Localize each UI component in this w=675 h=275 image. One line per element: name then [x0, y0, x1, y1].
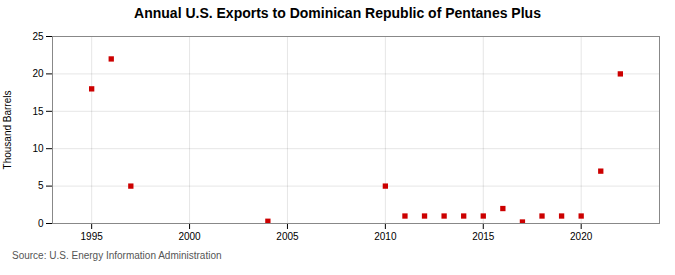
svg-text:2000: 2000 — [178, 231, 201, 242]
svg-text:Thousand Barrels: Thousand Barrels — [2, 91, 13, 170]
svg-text:2005: 2005 — [276, 231, 299, 242]
svg-text:2010: 2010 — [374, 231, 397, 242]
svg-text:10: 10 — [32, 143, 44, 154]
html-text:Source: U.S. Energy Informatio: Source: U.S. Energy Information Administ… — [12, 250, 222, 261]
svg-text:20: 20 — [32, 68, 44, 79]
svg-text:2020: 2020 — [570, 231, 593, 242]
svg-text:25: 25 — [32, 31, 44, 42]
svg-text:2015: 2015 — [472, 231, 495, 242]
html-text:Annual U.S. Exports to Dominic: Annual U.S. Exports to Dominican Republi… — [134, 5, 541, 21]
svg-text:15: 15 — [32, 106, 44, 117]
svg-text:5: 5 — [38, 180, 44, 191]
svg-text:0: 0 — [38, 218, 44, 229]
svg-text:1995: 1995 — [81, 231, 104, 242]
